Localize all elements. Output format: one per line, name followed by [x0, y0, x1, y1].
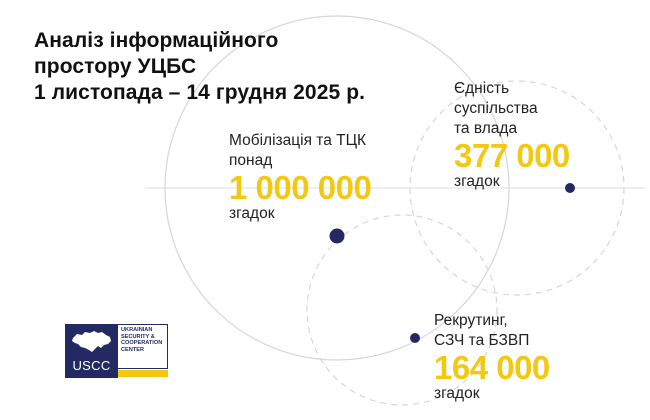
logo-yellow-bar: [118, 370, 168, 377]
unity-circle: [409, 80, 625, 296]
logo-text: UKRAINIAN: [121, 327, 153, 333]
logo-emblem: USCC: [65, 324, 118, 378]
ukraine-map-icon: [72, 331, 111, 352]
topic-label: СЗЧ та БЗВП: [434, 332, 530, 349]
topic-label: суспільства: [454, 100, 538, 117]
topic-label: Мобілізація та ТЦК: [229, 132, 367, 149]
mention-count: 377 000: [454, 137, 570, 174]
logo-text: CENTER: [121, 346, 144, 353]
topic-recruiting: Рекрутинг, СЗЧ та БЗВП 164 000 згадок: [434, 311, 550, 403]
mobilization-circle: [164, 15, 510, 361]
title-line-2: простору УЦБС: [34, 55, 197, 78]
page-title: Аналіз інформаційного простору УЦБС 1 ли…: [34, 28, 365, 106]
mobilization-dot: [329, 228, 345, 244]
topic-mobilization: Мобілізація та ТЦК понад 1 000 000 згадо…: [229, 131, 372, 223]
uscc-logo: USCC UKRAINIAN SECURITY & COOPERATION CE…: [65, 324, 171, 378]
mention-unit: згадок: [229, 205, 275, 222]
topic-label: Єдність: [454, 80, 510, 97]
title-line-3: 1 листопада – 14 грудня 2025 р.: [34, 81, 366, 104]
title-line-1: Аналіз інформаційного: [34, 29, 279, 52]
recruiting-dot: [410, 333, 420, 343]
unity-dot: [565, 183, 575, 193]
mention-count: 1 000 000: [229, 169, 372, 206]
mention-unit: згадок: [454, 173, 500, 190]
logo-abbr: USCC: [72, 358, 111, 373]
recruiting-circle: [306, 214, 498, 406]
logo-wordmark: UKRAINIAN SECURITY & COOPERATION CENTER: [118, 324, 168, 369]
logo-text: SECURITY &: [121, 333, 155, 340]
topic-label: Рекрутинг,: [434, 312, 508, 329]
logo-text: COOPERATION: [121, 340, 163, 346]
topic-label: та влада: [454, 120, 518, 137]
topic-unity: Єдність суспільства та влада 377 000 зга…: [454, 79, 570, 191]
mention-count: 164 000: [434, 349, 550, 386]
topic-label: понад: [229, 152, 273, 169]
mention-unit: згадок: [434, 385, 480, 402]
